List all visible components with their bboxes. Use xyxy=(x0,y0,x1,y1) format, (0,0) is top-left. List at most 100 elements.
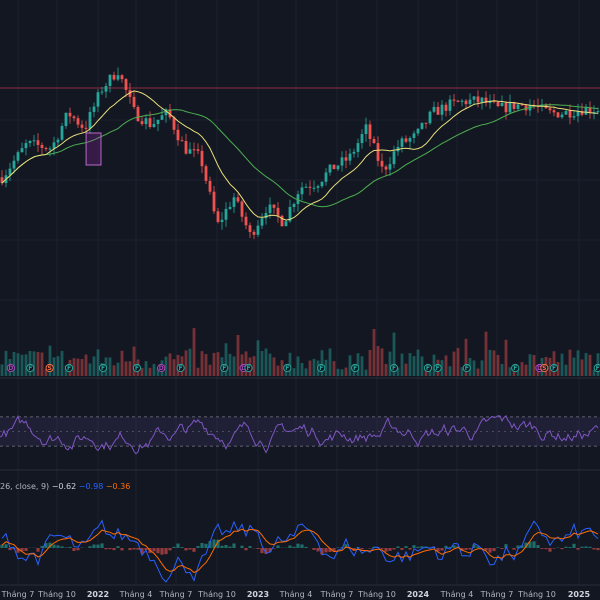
candle[interactable] xyxy=(300,187,304,195)
candle[interactable] xyxy=(264,213,268,219)
candle[interactable] xyxy=(64,112,68,126)
candle[interactable] xyxy=(164,109,168,116)
candle[interactable] xyxy=(108,74,112,86)
candle[interactable] xyxy=(592,111,596,113)
candle[interactable] xyxy=(68,112,72,117)
candle[interactable] xyxy=(136,106,140,122)
candle[interactable] xyxy=(168,109,172,118)
candle[interactable] xyxy=(416,128,420,134)
candle[interactable] xyxy=(240,201,244,217)
candle[interactable] xyxy=(344,157,348,161)
candle[interactable] xyxy=(304,186,308,188)
candle[interactable] xyxy=(212,191,216,212)
candle[interactable] xyxy=(244,216,248,226)
candle[interactable] xyxy=(220,219,224,222)
candle[interactable] xyxy=(336,165,340,170)
candle[interactable] xyxy=(324,172,328,182)
candle[interactable] xyxy=(140,121,144,125)
candle[interactable] xyxy=(400,138,404,147)
candle[interactable] xyxy=(44,147,48,150)
candle[interactable] xyxy=(360,134,364,144)
candle[interactable] xyxy=(280,215,284,227)
candle[interactable] xyxy=(152,123,156,127)
event-badge[interactable] xyxy=(540,363,549,373)
candle[interactable] xyxy=(36,140,40,145)
candle[interactable] xyxy=(316,186,320,188)
candle[interactable] xyxy=(148,118,152,127)
candle[interactable] xyxy=(12,160,16,169)
candle[interactable] xyxy=(384,166,388,170)
candle[interactable] xyxy=(568,111,572,118)
candle[interactable] xyxy=(524,105,528,111)
candle[interactable] xyxy=(132,96,136,107)
candle[interactable] xyxy=(196,149,200,151)
candle[interactable] xyxy=(476,96,480,103)
candle[interactable] xyxy=(144,118,148,125)
candle[interactable] xyxy=(576,110,580,117)
candle[interactable] xyxy=(20,148,24,153)
event-badge[interactable] xyxy=(423,363,433,373)
candle[interactable] xyxy=(228,206,232,209)
candle[interactable] xyxy=(84,127,88,129)
candle[interactable] xyxy=(356,143,360,152)
candle[interactable] xyxy=(492,100,496,103)
candle[interactable] xyxy=(80,124,84,128)
candle[interactable] xyxy=(368,124,372,140)
candle[interactable] xyxy=(192,149,196,151)
candle[interactable] xyxy=(504,102,508,113)
candle[interactable] xyxy=(248,225,252,232)
candle[interactable] xyxy=(252,231,256,235)
candle[interactable] xyxy=(32,140,36,142)
event-badge[interactable] xyxy=(244,363,253,373)
candle[interactable] xyxy=(364,124,368,135)
candle[interactable] xyxy=(436,106,440,115)
candle[interactable] xyxy=(120,75,124,80)
candle[interactable] xyxy=(572,116,576,118)
event-badge[interactable] xyxy=(549,363,559,373)
candle[interactable] xyxy=(464,100,468,105)
candle[interactable] xyxy=(388,164,392,170)
macd-legend[interactable]: 26, close, 9) −0.62 −0.98 −0.36 xyxy=(0,482,130,491)
rsi-pane[interactable] xyxy=(0,414,600,455)
candle[interactable] xyxy=(236,197,240,202)
candle[interactable] xyxy=(328,164,332,173)
candle[interactable] xyxy=(60,125,64,140)
candle[interactable] xyxy=(268,204,272,214)
candle[interactable] xyxy=(176,129,180,141)
candle[interactable] xyxy=(260,218,264,226)
event-badge[interactable] xyxy=(157,363,166,373)
event-badge[interactable] xyxy=(462,363,471,373)
candle[interactable] xyxy=(392,151,396,165)
candle[interactable] xyxy=(596,111,600,113)
candle[interactable] xyxy=(320,181,324,187)
macd-pane[interactable] xyxy=(0,519,600,583)
event-badge[interactable] xyxy=(176,363,185,373)
candle[interactable] xyxy=(484,97,488,104)
candle[interactable] xyxy=(104,85,108,92)
candle[interactable] xyxy=(564,111,568,115)
candle[interactable] xyxy=(52,142,56,149)
candle[interactable] xyxy=(100,91,104,93)
candle[interactable] xyxy=(292,204,296,207)
candle[interactable] xyxy=(584,107,588,115)
candle[interactable] xyxy=(432,106,436,112)
candle[interactable] xyxy=(48,148,52,150)
candle[interactable] xyxy=(508,102,512,113)
candle[interactable] xyxy=(224,208,228,220)
highlight-box[interactable] xyxy=(85,132,102,166)
candle[interactable] xyxy=(296,194,300,205)
candle[interactable] xyxy=(428,111,432,124)
candle[interactable] xyxy=(56,139,60,143)
candle[interactable] xyxy=(16,152,20,161)
candle[interactable] xyxy=(188,149,192,154)
event-badge[interactable] xyxy=(389,363,399,373)
candle[interactable] xyxy=(88,111,92,129)
candle[interactable] xyxy=(200,150,204,167)
candle[interactable] xyxy=(92,106,96,112)
candle[interactable] xyxy=(452,99,456,101)
candle[interactable] xyxy=(232,197,236,207)
event-badge[interactable] xyxy=(132,363,142,373)
candle[interactable] xyxy=(444,104,448,111)
candle[interactable] xyxy=(332,164,336,170)
